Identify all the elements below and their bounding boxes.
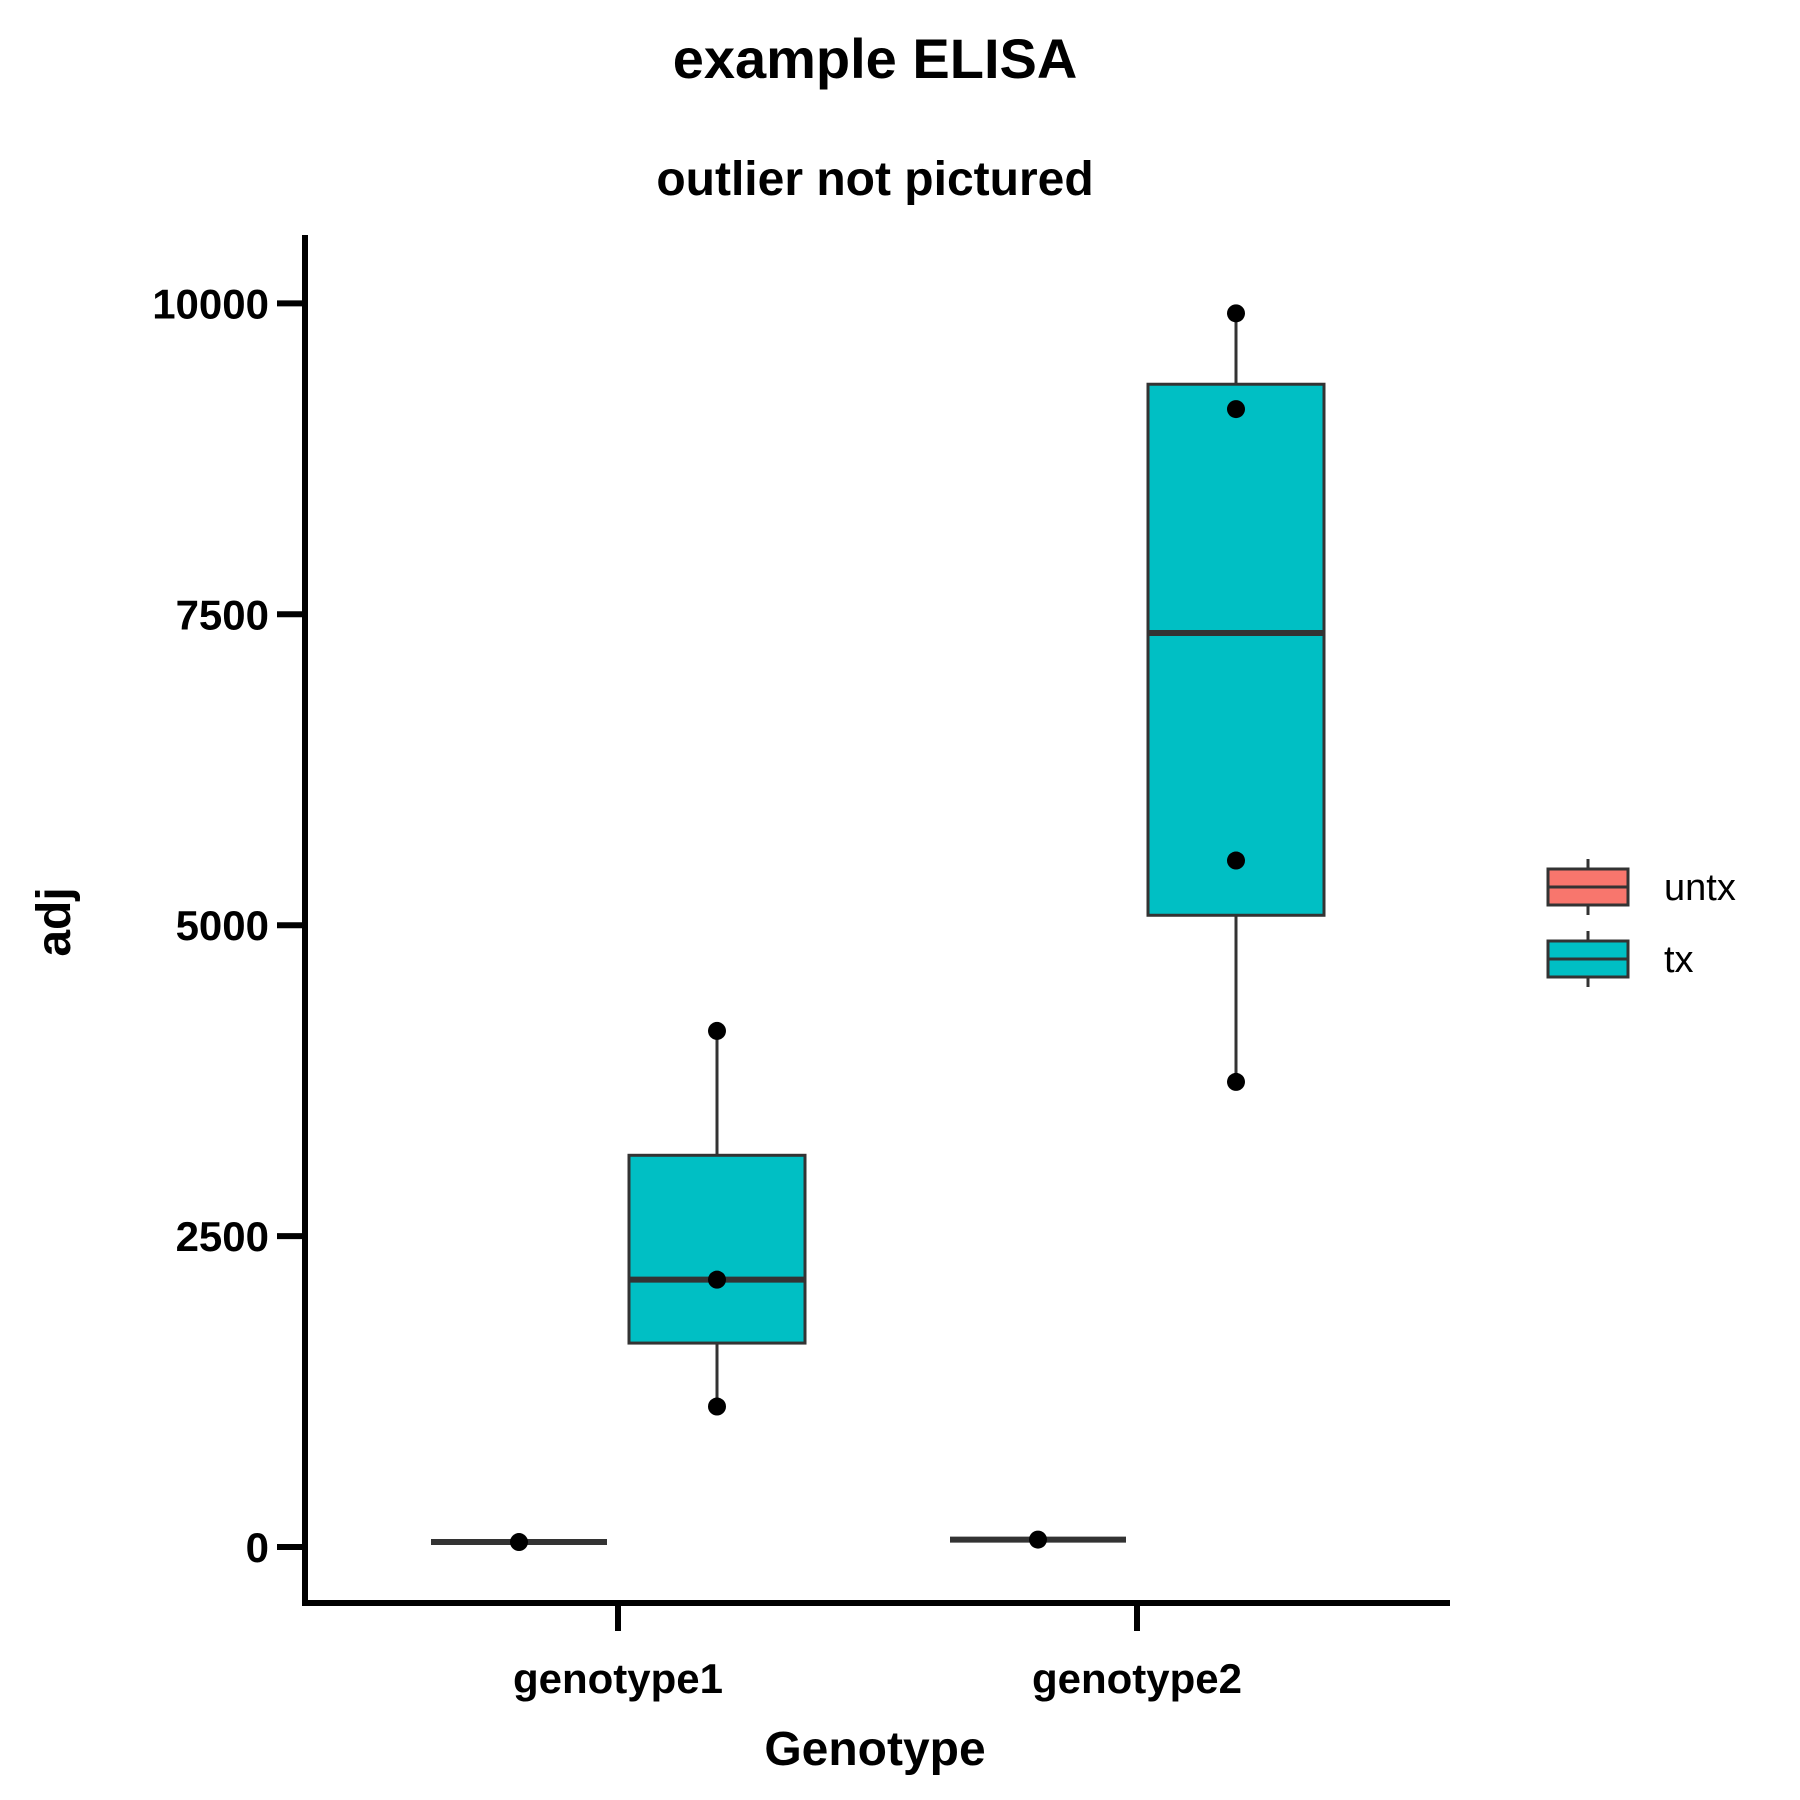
data-point-tx <box>708 1397 726 1416</box>
y-tick-label: 2500 <box>176 1213 269 1260</box>
data-point-tx <box>708 1021 726 1040</box>
x-tick-label: genotype1 <box>513 1655 723 1702</box>
box-iqr <box>1146 382 1326 917</box>
box-tx-genotype1 <box>627 1030 807 1407</box>
legend-label: untx <box>1664 867 1736 909</box>
data-point-tx <box>1227 400 1245 419</box>
chart-title: example ELISA <box>673 27 1078 90</box>
data-point-untx <box>1029 1530 1047 1549</box>
box-tx-genotype2 <box>1146 313 1326 1082</box>
data-point-tx <box>1227 1072 1245 1091</box>
legend-label: tx <box>1664 939 1694 981</box>
plot-area: 0 2500 5000 7500 10000 genotype1 genotype2 <box>152 235 1450 1702</box>
legend-item-untx: untx <box>1546 859 1736 915</box>
data-point-tx <box>1227 304 1245 323</box>
chart-subtitle: outlier not pictured <box>656 153 1093 206</box>
x-axis-title: Genotype <box>764 1723 985 1776</box>
data-point-tx <box>708 1270 726 1289</box>
y-tick-label: 7500 <box>176 591 269 638</box>
y-tick-label: 10000 <box>152 280 269 327</box>
legend: untx tx <box>1546 859 1736 987</box>
y-tick-label: 5000 <box>176 902 269 949</box>
data-point-untx <box>510 1533 528 1552</box>
data-point-tx <box>1227 851 1245 870</box>
y-axis-title: adj <box>28 887 81 956</box>
y-tick-label: 0 <box>246 1524 269 1571</box>
x-tick-label: genotype2 <box>1032 1655 1242 1702</box>
legend-item-tx: tx <box>1546 931 1694 987</box>
box-iqr <box>627 1153 807 1345</box>
